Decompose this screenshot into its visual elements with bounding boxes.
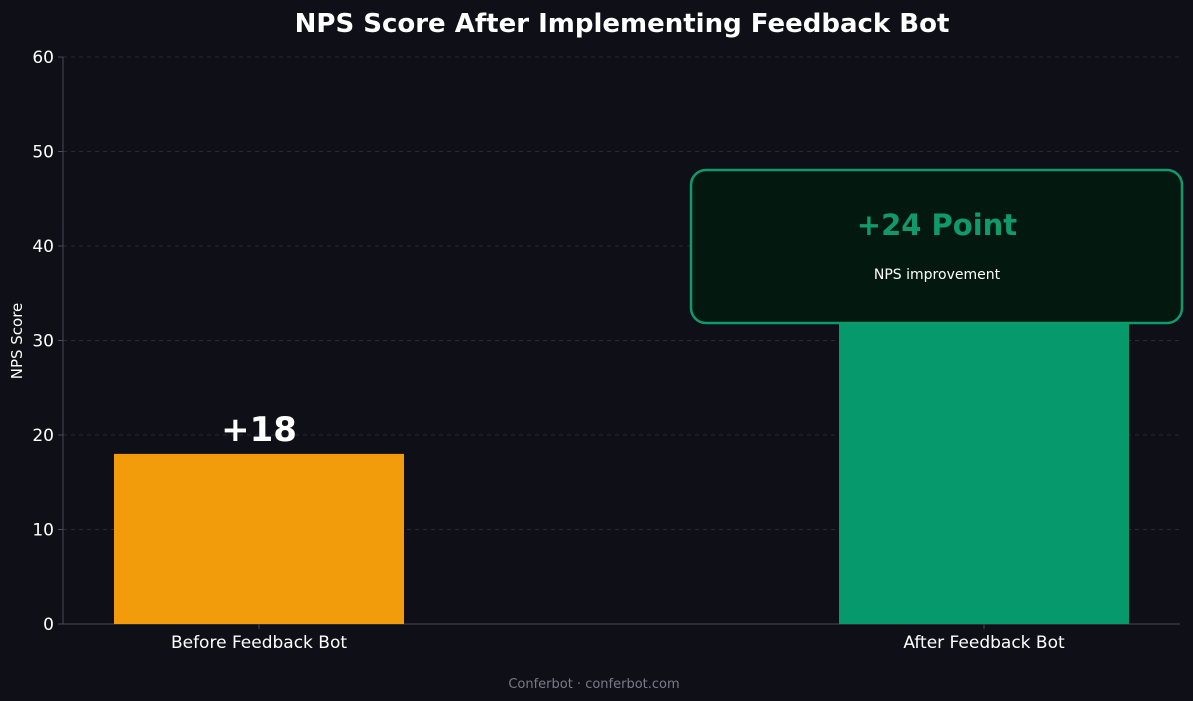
y-tick-label: 10 <box>32 521 54 541</box>
footer-credit: Conferbot · conferbot.com <box>508 677 679 692</box>
x-category-labels: Before Feedback Bot After Feedback Bot <box>171 633 1065 653</box>
chart-title: NPS Score After Implementing Feedback Bo… <box>295 9 950 39</box>
bar-before <box>114 453 404 624</box>
y-tick-label: 60 <box>32 48 54 68</box>
improvement-callout: +24 Point NPS improvement <box>689 168 1184 325</box>
bar-data-label: +18 <box>221 410 297 450</box>
y-axis-label: NPS Score <box>8 303 26 380</box>
callout-subtitle: NPS improvement <box>874 267 1001 283</box>
y-tick-labels: 0 10 20 30 40 50 60 <box>32 48 54 635</box>
x-category-label: Before Feedback Bot <box>171 633 347 653</box>
y-tick-label: 40 <box>32 237 54 257</box>
y-tick-label: 50 <box>32 143 54 163</box>
data-labels: +18 <box>221 410 297 450</box>
y-tick-label: 20 <box>32 426 54 446</box>
y-tick-label: 0 <box>43 615 54 635</box>
y-tick-label: 30 <box>32 332 54 352</box>
callout-value: +24 Point <box>857 208 1018 242</box>
callout-box <box>689 168 1184 325</box>
x-category-label: After Feedback Bot <box>903 633 1065 653</box>
